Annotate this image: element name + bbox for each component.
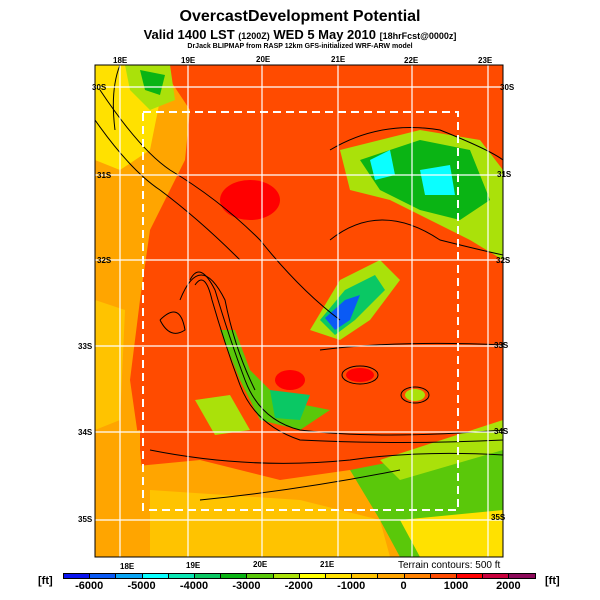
valid-time: Valid 1400 LST (1200Z) WED 5 May 2010 [1… <box>0 27 600 42</box>
lon-label: 23E <box>478 56 493 65</box>
colorbar-segment <box>403 573 431 579</box>
lat-label: 30S <box>500 83 515 92</box>
terrain-note: Terrain contours: 500 ft <box>398 560 501 571</box>
colorbar-segment <box>220 573 248 579</box>
colorbar-segment <box>167 573 195 579</box>
lon-label: 18E <box>120 562 135 571</box>
map-field <box>95 65 503 557</box>
lon-label: 21E <box>320 560 335 569</box>
terrain-contours <box>95 65 503 501</box>
colorbar-label: 1000 <box>443 580 469 592</box>
colorbar-segment <box>482 573 510 579</box>
colorbar-segment <box>456 573 484 579</box>
lat-lon-grid <box>95 65 503 557</box>
colorbar-segment <box>141 573 169 579</box>
colorbar-segment <box>298 573 326 579</box>
lat-label: 31S <box>497 170 512 179</box>
valid-text: Valid 1400 LST <box>143 27 239 42</box>
lat-label: 35S <box>78 515 93 524</box>
colorbar-segment <box>246 573 274 579</box>
colorbar-segment <box>325 573 353 579</box>
unit-right: [ft] <box>545 575 560 587</box>
colorbar-label: -6000 <box>75 580 104 592</box>
colorbar-segment <box>194 573 222 579</box>
lat-label: 31S <box>97 171 112 180</box>
lat-label: 33S <box>78 342 93 351</box>
domain-boundary <box>142 111 459 511</box>
colorbar-label: 0 <box>400 580 407 592</box>
colorbar-label: -3000 <box>232 580 261 592</box>
colorbar-segment <box>351 573 379 579</box>
date-text: WED 5 May 2010 <box>269 27 380 42</box>
model-credit: DrJack BLIPMAP from RASP 12km GFS-initia… <box>187 43 413 50</box>
lon-label: 19E <box>186 561 201 570</box>
colorbar-segment <box>429 573 457 579</box>
lon-label: 22E <box>404 56 419 65</box>
unit-left: [ft] <box>38 575 53 587</box>
colorbar-segment <box>508 573 536 579</box>
colorbar-segment <box>63 573 91 579</box>
colorbar-segment <box>115 573 143 579</box>
lon-label: 20E <box>256 55 271 64</box>
lat-label: 34S <box>494 427 509 436</box>
colorbar-label: -1000 <box>337 580 366 592</box>
lon-label: 21E <box>331 55 346 64</box>
lat-label: 34S <box>78 428 93 437</box>
lon-label: 19E <box>181 56 196 65</box>
chart-title: OvercastDevelopment Potential <box>179 8 421 25</box>
lat-label: 30S <box>92 83 107 92</box>
lat-label: 32S <box>97 256 112 265</box>
forecast-info: [18hrFcst@0000z] <box>379 31 457 41</box>
colorbar-label: -5000 <box>127 580 156 592</box>
colorbar-label: -4000 <box>179 580 209 592</box>
lon-label: 20E <box>253 560 268 569</box>
lat-label: 32S <box>496 256 511 265</box>
colorbar-segment <box>272 573 300 579</box>
colorbar-segment <box>377 573 405 579</box>
lon-label: 18E <box>113 56 128 65</box>
colorbar-label: -2000 <box>284 580 313 592</box>
lat-label: 33S <box>494 341 509 350</box>
lat-label: 35S <box>491 513 506 522</box>
colorbar-label: 2000 <box>496 580 521 592</box>
colorbar-segment <box>89 573 117 579</box>
utc-time: (1200Z) <box>238 31 270 41</box>
